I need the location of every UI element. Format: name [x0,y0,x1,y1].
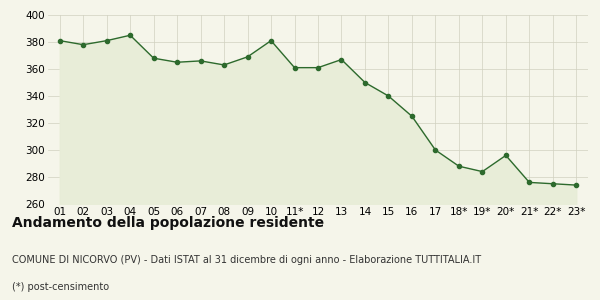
Text: COMUNE DI NICORVO (PV) - Dati ISTAT al 31 dicembre di ogni anno - Elaborazione T: COMUNE DI NICORVO (PV) - Dati ISTAT al 3… [12,255,481,265]
Text: Andamento della popolazione residente: Andamento della popolazione residente [12,216,324,230]
Text: (*) post-censimento: (*) post-censimento [12,282,109,292]
